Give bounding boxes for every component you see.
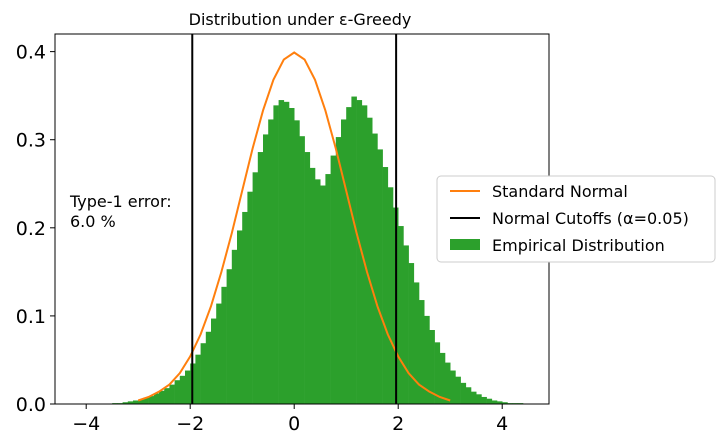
- y-axis-ticks: 0.0 0.1 0.2 0.3 0.4: [16, 42, 55, 416]
- histogram-bar: [185, 370, 191, 404]
- histogram-bar: [445, 362, 451, 404]
- histogram-bar: [377, 149, 383, 404]
- histogram-bar: [122, 402, 129, 404]
- y-tick-label: 0.4: [16, 42, 46, 64]
- x-tick-label: −2: [176, 413, 204, 435]
- histogram-bar: [315, 179, 321, 404]
- histogram-bar: [398, 226, 404, 404]
- histogram-bar: [278, 100, 285, 405]
- histogram-bar: [476, 394, 482, 404]
- histogram-bar: [299, 136, 305, 404]
- histogram-bar: [450, 370, 456, 404]
- histogram-bar: [169, 384, 175, 404]
- chart-title: Distribution under ε-Greedy: [189, 10, 412, 29]
- histogram-bar: [257, 152, 264, 404]
- histogram-bar: [361, 105, 368, 404]
- legend-empirical-label: Empirical Distribution: [492, 236, 665, 255]
- histogram-bar: [304, 152, 311, 404]
- histogram-bar: [263, 134, 269, 404]
- histogram-bar: [205, 331, 212, 404]
- histogram-bar: [216, 303, 222, 404]
- histogram-bar: [273, 105, 279, 404]
- histogram-bar: [242, 211, 248, 404]
- x-tick-label: 2: [392, 413, 404, 435]
- histogram-bar: [387, 187, 394, 404]
- histogram-bar: [237, 230, 243, 404]
- histogram-bar: [419, 300, 425, 404]
- histogram-bar: [226, 269, 233, 404]
- histogram-bar: [153, 393, 160, 404]
- legend: Standard Normal Normal Cutoffs (α=0.05) …: [436, 175, 716, 263]
- plot-area: [54, 33, 550, 405]
- histogram-bar: [502, 402, 508, 404]
- y-tick-label: 0.2: [16, 218, 46, 240]
- histogram-bar: [429, 330, 435, 404]
- histogram-bar: [335, 137, 342, 405]
- histogram-bar: [309, 167, 316, 404]
- type1-annotation-line1: Type-1 error:: [69, 192, 172, 211]
- legend-standard-normal-label: Standard Normal: [492, 182, 628, 201]
- histogram-bar: [200, 343, 207, 404]
- histogram-bar: [486, 398, 493, 404]
- histogram-bar: [424, 315, 430, 404]
- histogram-bar: [403, 245, 409, 404]
- histogram-bar: [455, 376, 461, 404]
- histogram-bar: [330, 155, 337, 404]
- legend-cutoff-label: Normal Cutoffs (α=0.05): [492, 209, 689, 228]
- histogram-bar: [460, 382, 467, 404]
- histogram-bar: [491, 400, 498, 404]
- histogram-bar: [159, 390, 165, 404]
- legend-box: [436, 175, 716, 263]
- histogram-bar: [268, 119, 274, 404]
- histogram-bar: [356, 100, 363, 405]
- histogram-bar: [195, 354, 201, 404]
- histogram-bar: [413, 282, 420, 404]
- histogram-bar: [382, 167, 389, 404]
- histogram-bar: [372, 133, 378, 405]
- histogram-bar: [231, 249, 238, 404]
- histogram-bar: [408, 263, 415, 404]
- histogram-bar: [247, 191, 253, 404]
- histogram-bar: [143, 397, 149, 404]
- histogram-bar: [294, 120, 300, 404]
- histogram-bar: [320, 185, 326, 404]
- histogram-bar: [211, 318, 217, 404]
- y-tick-label: 0.0: [16, 394, 46, 416]
- type1-annotation-line2: 6.0 %: [70, 212, 116, 231]
- histogram-bar: [252, 172, 259, 404]
- histogram-bar: [481, 396, 487, 404]
- histogram-bar: [325, 174, 331, 404]
- legend-empirical-marker: [450, 239, 480, 250]
- x-tick-label: 4: [496, 413, 508, 435]
- histogram-bar: [127, 401, 134, 404]
- histogram-bar: [434, 342, 441, 404]
- histogram-bar: [289, 108, 295, 404]
- x-tick-label: 0: [288, 413, 300, 435]
- x-axis-ticks: −4 −2 0 2 4: [72, 404, 508, 435]
- histogram-bar: [221, 286, 227, 404]
- y-tick-label: 0.1: [16, 306, 46, 328]
- histogram-bar: [471, 391, 477, 404]
- histogram-bar: [174, 380, 181, 404]
- histogram-bar: [346, 107, 352, 404]
- x-tick-label: −4: [72, 413, 100, 435]
- histogram-bar: [133, 400, 139, 404]
- histogram-bar: [138, 399, 144, 404]
- histogram-bar: [341, 119, 347, 404]
- histogram-bar: [351, 96, 357, 405]
- histogram-bar: [179, 375, 186, 404]
- histogram-bar: [367, 117, 373, 404]
- histogram-bar: [148, 396, 155, 404]
- histogram-bar: [465, 387, 472, 404]
- histogram-bar: [283, 101, 290, 404]
- y-tick-label: 0.3: [16, 130, 46, 152]
- histogram-bar: [164, 388, 170, 404]
- cutoff-lines: [191, 34, 398, 404]
- standard-normal-curve: [137, 51, 451, 402]
- histogram-bar: [497, 401, 503, 404]
- histogram-bar: [439, 352, 446, 404]
